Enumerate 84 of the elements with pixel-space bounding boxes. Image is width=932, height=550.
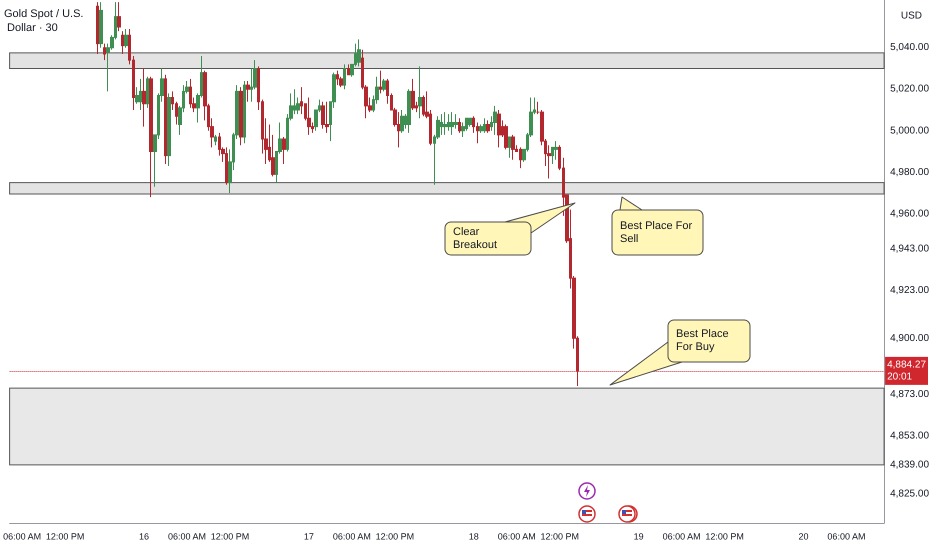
- x-tick-label: 12:00 PM: [376, 532, 414, 542]
- candlestick: [400, 109, 404, 134]
- x-tick-label: 06:00 AM: [498, 532, 536, 542]
- x-tick-label: 18: [468, 532, 479, 542]
- candlestick: [443, 112, 447, 136]
- candlestick: [246, 80, 250, 102]
- candlestick: [504, 124, 508, 150]
- candlestick: [225, 146, 228, 186]
- candlestick: [483, 118, 486, 134]
- candlestick: [167, 92, 171, 167]
- candlestick: [124, 28, 128, 48]
- candlestick: [486, 120, 490, 134]
- candlestick: [99, 2, 103, 48]
- y-tick-label: 4,980.00: [890, 166, 930, 178]
- x-tick-label: 19: [634, 532, 644, 542]
- x-tick-label: 06:00 AM: [827, 532, 866, 542]
- candlestick: [142, 68, 146, 128]
- candlestick: [411, 78, 415, 110]
- candlestick: [321, 101, 325, 130]
- y-tick-label: 5,000.00: [890, 125, 930, 136]
- x-tick-label: 12:00 PM: [46, 532, 84, 542]
- x-tick-label: 20: [798, 532, 808, 542]
- candlestick: [382, 78, 386, 92]
- y-tick-label: 4,839.00: [890, 459, 930, 470]
- candlestick: [214, 134, 217, 146]
- y-tick-label: 5,040.00: [890, 42, 930, 54]
- x-tick-label: 12:00 PM: [540, 532, 579, 542]
- y-axis-title: USD: [900, 10, 922, 22]
- candlestick: [336, 70, 339, 86]
- y-tick-label: 4,853.00: [890, 430, 930, 442]
- x-tick-label: 06:00 AM: [168, 532, 206, 542]
- candlestick: [164, 74, 167, 164]
- candlestick: [357, 38, 361, 67]
- candlestick: [440, 114, 443, 136]
- x-tick-label: 06:00 AM: [662, 532, 701, 542]
- candlestick: [189, 78, 192, 108]
- y-tick-label: 4,825.00: [890, 488, 930, 500]
- annotation: Clear Breakout: [453, 224, 498, 252]
- candlestick: [458, 118, 461, 134]
- candlestick: [325, 101, 329, 134]
- candlestick: [422, 94, 425, 117]
- candlestick: [450, 112, 454, 136]
- candlestick: [407, 88, 411, 134]
- y-tick-label: 4,960.00: [890, 208, 930, 220]
- annotation: Best Place For Sell: [620, 218, 694, 246]
- x-tick-label: 16: [139, 532, 150, 542]
- candlestick: [146, 76, 149, 108]
- x-tick-label: 12:00 PM: [705, 532, 744, 542]
- x-tick-label: 06:00 AM: [3, 532, 42, 542]
- candlestick: [447, 114, 450, 132]
- x-tick-label: 12:00 PM: [210, 532, 250, 542]
- candlestick: [121, 30, 124, 54]
- y-tick-label: 4,900.00: [890, 332, 930, 344]
- y-tick-label: 4,943.00: [890, 244, 930, 255]
- candlestick: [508, 136, 511, 158]
- candlestick: [139, 78, 142, 110]
- candlestick: [149, 76, 153, 198]
- candlestick: [497, 109, 501, 148]
- candlestick: [461, 122, 465, 138]
- candlestick: [282, 136, 286, 164]
- x-tick-label: 06:00 AM: [332, 532, 371, 542]
- candlestick: [239, 86, 243, 146]
- candlestick: [96, 2, 99, 54]
- candlestick: [343, 64, 346, 90]
- candlestick: [307, 97, 311, 136]
- candlestick: [519, 146, 522, 169]
- candlestick: [511, 134, 515, 160]
- candlestick: [243, 80, 246, 144]
- candlestick: [554, 140, 558, 160]
- candlestick: [103, 43, 106, 61]
- candlestick: [493, 105, 497, 136]
- candlestick: [347, 64, 350, 76]
- y-tick-label: 5,020.00: [890, 84, 930, 95]
- candlestick: [397, 112, 400, 148]
- y-tick-label: 4,923.00: [890, 285, 930, 296]
- candlestick: [418, 66, 422, 119]
- x-tick-label: 17: [304, 532, 314, 542]
- candlestick: [379, 70, 382, 94]
- candlestick: [468, 118, 472, 128]
- annotation: Best Place For Buy: [676, 327, 730, 355]
- candlestick: [117, 2, 121, 32]
- ref-line-label: 4,884.27 20:01: [887, 359, 926, 382]
- y-tick-label: 4,873.00: [890, 388, 930, 400]
- text: Gold Spot / U.S. Dollar · 30: [4, 8, 84, 34]
